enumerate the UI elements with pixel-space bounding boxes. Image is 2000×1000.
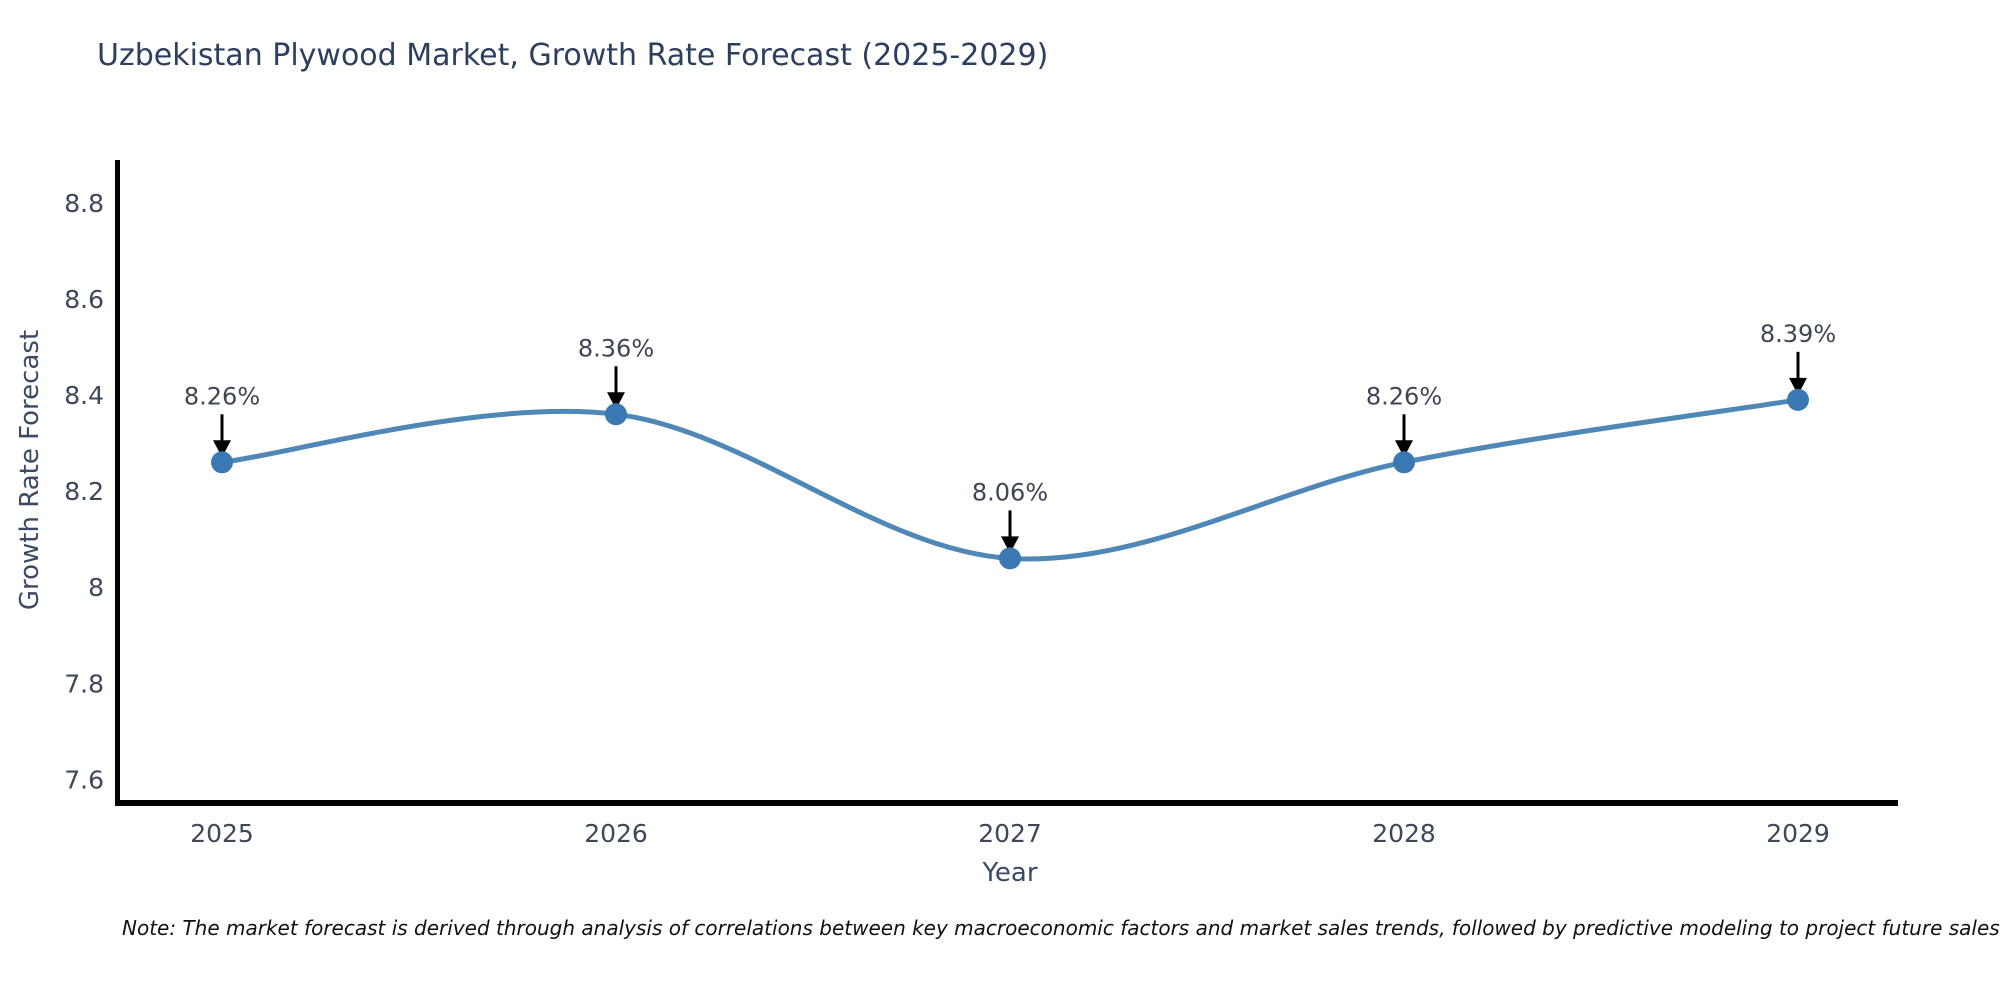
y-tick-label: 8.4: [64, 381, 104, 410]
data-point-2025[interactable]: [211, 451, 233, 474]
data-point-2026[interactable]: [605, 403, 627, 426]
y-tick-label: 8.8: [64, 189, 104, 218]
point-value-label: 8.06%: [972, 478, 1048, 506]
data-point-2028[interactable]: [1393, 451, 1415, 474]
x-axis-spine: [115, 800, 1898, 806]
y-tick-label: 8: [88, 573, 104, 602]
annotation-arrow-head: [1001, 536, 1019, 554]
y-axis-spine: [115, 160, 120, 804]
x-tick-label: 2026: [584, 819, 648, 848]
x-tick-label: 2025: [190, 819, 254, 848]
annotation-arrow-head: [607, 392, 625, 410]
data-point-2029[interactable]: [1787, 388, 1809, 411]
annotation-arrow-head: [1789, 377, 1807, 395]
point-value-label: 8.26%: [1366, 382, 1442, 410]
point-value-label: 8.26%: [184, 382, 260, 410]
point-value-label: 8.36%: [578, 334, 654, 362]
y-tick-label: 8.6: [64, 285, 104, 314]
data-point-2027[interactable]: [999, 547, 1021, 570]
x-tick-label: 2029: [1766, 819, 1830, 848]
chart-title: Uzbekistan Plywood Market, Growth Rate F…: [97, 38, 1049, 73]
y-tick-label: 7.8: [64, 669, 104, 698]
annotation-arrow-head: [213, 440, 231, 458]
point-value-label: 8.39%: [1760, 320, 1836, 348]
y-tick-label: 7.6: [64, 765, 104, 794]
x-axis-title: Year: [982, 858, 1038, 888]
x-tick-label: 2028: [1372, 819, 1436, 848]
annotation-arrow-head: [1395, 440, 1413, 458]
y-tick-label: 8.2: [64, 477, 104, 506]
x-tick-label: 2027: [978, 819, 1042, 848]
footnote: Note: The market forecast is derived thr…: [122, 916, 2000, 940]
